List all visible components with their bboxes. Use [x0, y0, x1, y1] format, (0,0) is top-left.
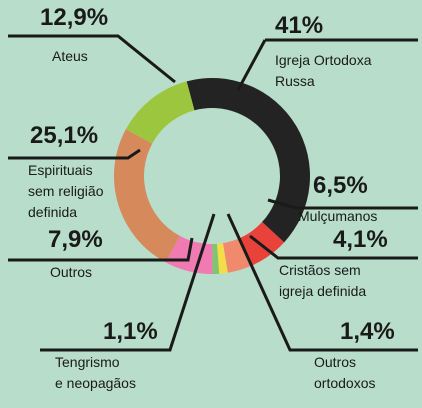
value-label: 4,1% — [333, 226, 388, 253]
leader-line — [8, 34, 176, 84]
leader-line — [8, 148, 141, 160]
leader-line — [236, 39, 267, 91]
leader-line — [267, 198, 418, 210]
leader-line — [226, 213, 418, 352]
donut-segment — [222, 238, 252, 273]
category-label: Cristãos sem igreja definida — [279, 262, 367, 299]
category-label: Tengrismo e neopagãos — [55, 354, 136, 391]
category-label: Mulçumanos — [298, 208, 378, 224]
category-label: Ateus — [52, 48, 88, 64]
value-label: 41% — [275, 12, 324, 39]
leader-line — [40, 213, 216, 352]
category-label: Outros ortodoxos — [314, 354, 376, 391]
value-label: 6,5% — [313, 172, 368, 199]
category-label: Espirituais sem religião definida — [28, 162, 104, 220]
donut-segment — [186, 78, 310, 243]
leader-lines — [8, 34, 418, 352]
donut-segment — [212, 243, 220, 274]
donut-segment — [216, 243, 228, 274]
value-label: 1,1% — [103, 318, 158, 345]
category-label: Outros — [50, 264, 93, 280]
value-label: 12,9% — [40, 4, 109, 31]
leader-line — [249, 234, 418, 260]
donut-segment — [114, 129, 180, 263]
category-label: Igreja Ortodoxa Russa — [275, 52, 372, 89]
value-label: 7,9% — [48, 226, 103, 253]
value-label: 1,4% — [340, 318, 395, 345]
donut-segment — [125, 81, 195, 144]
value-label: 25,1% — [30, 122, 99, 149]
leader-line — [8, 237, 194, 262]
